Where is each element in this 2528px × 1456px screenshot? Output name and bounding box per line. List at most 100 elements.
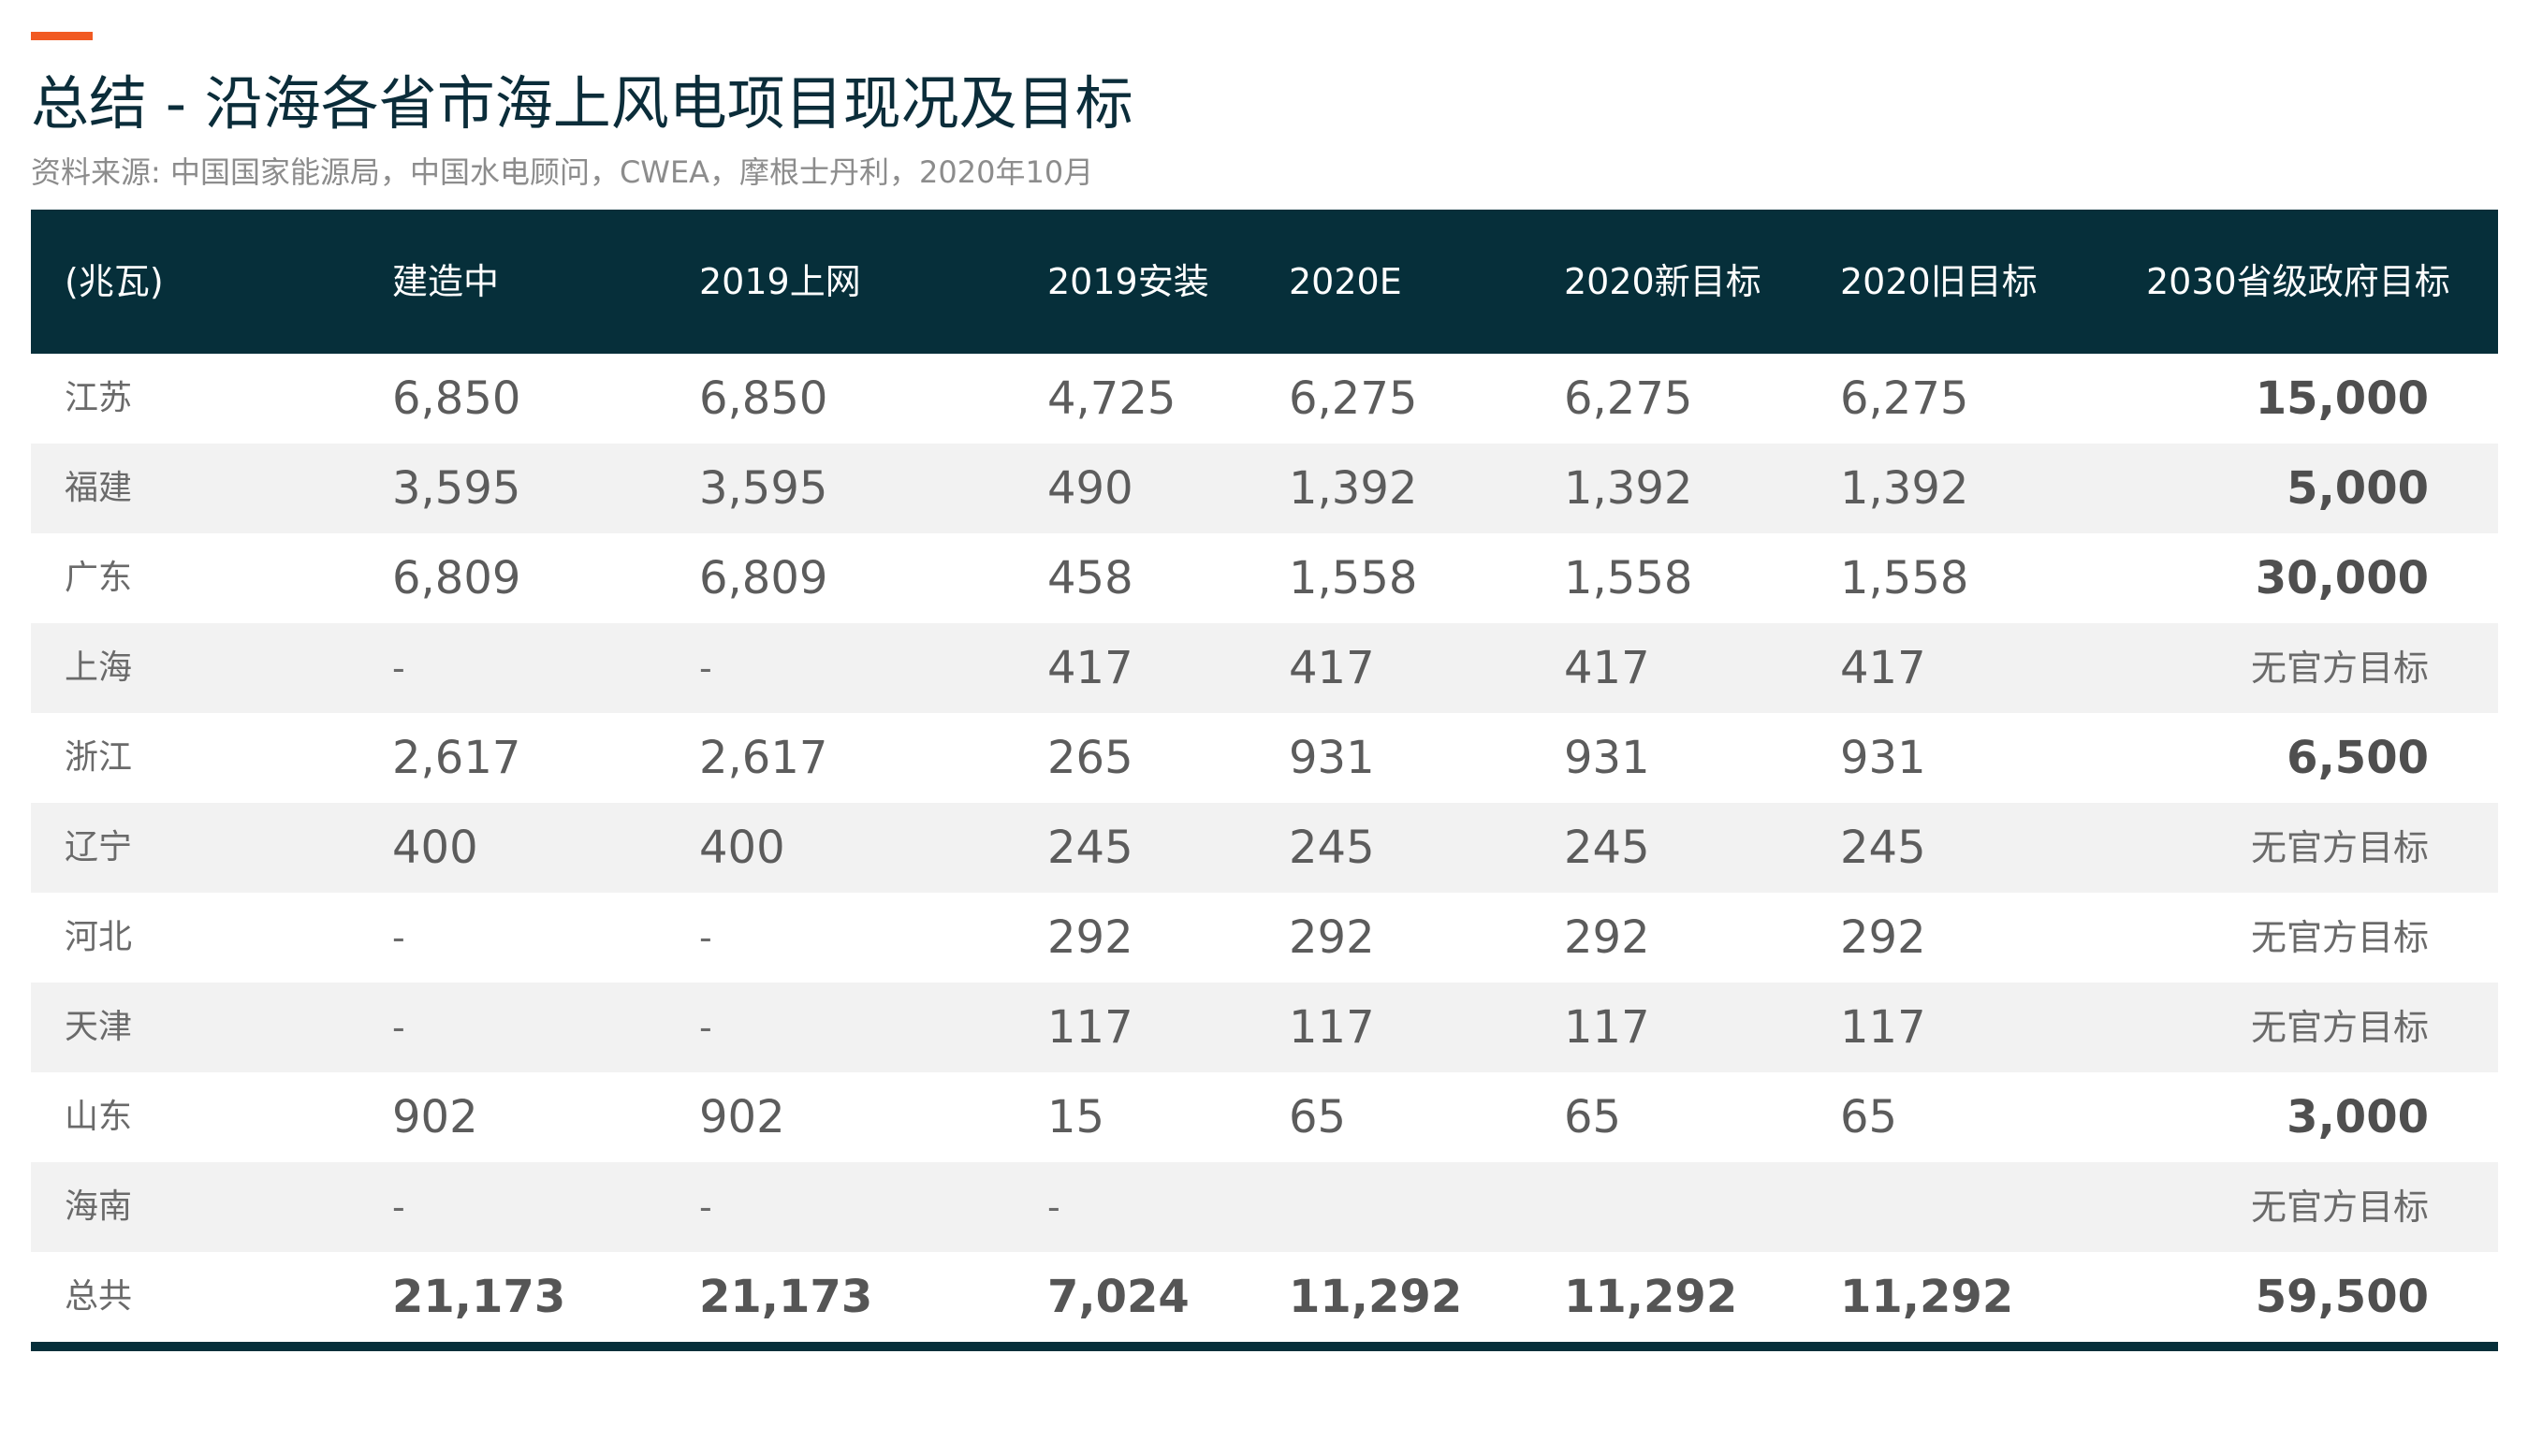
- value-cell: 6,850: [699, 372, 828, 425]
- value-cell: 265: [1047, 732, 1133, 784]
- value-cell: 117: [1840, 1001, 1926, 1054]
- target-2030-cell: 6,500: [2287, 732, 2429, 784]
- value-cell: 245: [1047, 822, 1133, 874]
- value-cell: 458: [1047, 552, 1133, 604]
- value-cell: 6,275: [1840, 372, 1969, 425]
- value-cell: 6,809: [392, 552, 521, 604]
- value-cell: 292: [1840, 911, 1926, 964]
- target-2030-cell: 15,000: [2255, 372, 2429, 425]
- value-cell: 1,558: [1289, 552, 1418, 604]
- value-cell: -: [699, 1007, 712, 1048]
- page-title: 总结 - 沿海各省市海上风电项目现况及目标: [31, 69, 1133, 138]
- value-cell: -: [699, 1187, 712, 1228]
- value-cell: 417: [1564, 642, 1650, 694]
- value-cell: 65: [1289, 1091, 1347, 1143]
- value-cell: 65: [1840, 1091, 1898, 1143]
- value-cell: 6,275: [1289, 372, 1418, 425]
- offshore-wind-table: (兆瓦) 建造中 2019上网 2019安装 2020E 2020新目标 202…: [31, 210, 2498, 1351]
- value-cell: 11,292: [1564, 1271, 1738, 1323]
- value-cell: -: [392, 648, 405, 689]
- header-unit: (兆瓦): [65, 261, 164, 302]
- value-cell: -: [699, 917, 712, 958]
- header-2020e: 2020E: [1289, 261, 1402, 302]
- value-cell: 117: [1289, 1001, 1375, 1054]
- value-cell: 1,392: [1289, 462, 1418, 515]
- value-cell: 417: [1840, 642, 1926, 694]
- header-2020-old-target: 2020旧目标: [1840, 261, 2038, 302]
- table-row: 辽宁 400 400 245 245 245 245 无官方目标: [31, 803, 2498, 893]
- value-cell: 1,392: [1564, 462, 1693, 515]
- header-2030-target: 2030省级政府目标: [2146, 261, 2450, 302]
- province-name: 江苏: [65, 379, 133, 417]
- table-row: 广东 6,809 6,809 458 1,558 1,558 1,558 30,000: [31, 533, 2498, 623]
- province-name: 山东: [65, 1098, 133, 1136]
- target-2030-cell: 无官方目标: [2250, 1007, 2429, 1048]
- value-cell: 2,617: [699, 732, 828, 784]
- table-row: 上海 - - 417 417 417 417 无官方目标: [31, 623, 2498, 713]
- value-cell: 6,275: [1564, 372, 1693, 425]
- value-cell: 15: [1047, 1091, 1105, 1143]
- table-body: 江苏 6,850 6,850 4,725 6,275 6,275 6,275 15,000 福建…: [31, 354, 2498, 1342]
- table-row: 浙江 2,617 2,617 265 931 931 931 6,500: [31, 713, 2498, 803]
- value-cell: 490: [1047, 462, 1133, 515]
- value-cell: 292: [1289, 911, 1375, 964]
- table-row: 山东 902 902 15 65 65 65 3,000: [31, 1072, 2498, 1162]
- province-name: 福建: [65, 469, 133, 507]
- value-cell: -: [1047, 1187, 1060, 1228]
- value-cell: -: [699, 648, 712, 689]
- table-row: 福建 3,595 3,595 490 1,392 1,392 1,392 5,000: [31, 444, 2498, 533]
- header-2019-installed: 2019安装: [1047, 261, 1209, 302]
- value-cell: 417: [1289, 642, 1375, 694]
- value-cell: 11,292: [1289, 1271, 1463, 1323]
- province-name: 海南: [65, 1187, 133, 1226]
- province-name: 广东: [65, 559, 133, 597]
- value-cell: 117: [1564, 1001, 1650, 1054]
- value-cell: 7,024: [1047, 1271, 1190, 1323]
- target-2030-cell: 59,500: [2255, 1271, 2429, 1323]
- value-cell: 1,558: [1840, 552, 1969, 604]
- value-cell: -: [392, 1007, 405, 1048]
- value-cell: -: [392, 917, 405, 958]
- value-cell: 931: [1840, 732, 1926, 784]
- province-name: 天津: [65, 1008, 133, 1046]
- value-cell: 902: [699, 1091, 785, 1143]
- value-cell: 6,850: [392, 372, 521, 425]
- province-name: 辽宁: [65, 828, 133, 866]
- header-2020-new-target: 2020新目标: [1564, 261, 1761, 302]
- target-2030-cell: 5,000: [2287, 462, 2429, 515]
- value-cell: 400: [699, 822, 785, 874]
- value-cell: 417: [1047, 642, 1133, 694]
- table-row: 江苏 6,850 6,850 4,725 6,275 6,275 6,275 15,000: [31, 354, 2498, 444]
- accent-bar: [31, 32, 93, 40]
- target-2030-cell: 无官方目标: [2250, 827, 2429, 868]
- table-total-row: 总共 21,173 21,173 7,024 11,292 11,292 11,292 59,…: [31, 1252, 2498, 1342]
- target-2030-cell: 无官方目标: [2250, 1187, 2429, 1228]
- value-cell: 6,809: [699, 552, 828, 604]
- value-cell: 3,595: [392, 462, 521, 515]
- value-cell: 902: [392, 1091, 478, 1143]
- value-cell: 245: [1289, 822, 1375, 874]
- table-row: 海南 - - - 无官方目标: [31, 1162, 2498, 1252]
- value-cell: 1,392: [1840, 462, 1969, 515]
- value-cell: 400: [392, 822, 478, 874]
- value-cell: 245: [1564, 822, 1650, 874]
- table-row: 天津 - - 117 117 117 117 无官方目标: [31, 983, 2498, 1072]
- value-cell: 21,173: [699, 1271, 873, 1323]
- province-name: 河北: [65, 918, 133, 956]
- value-cell: 65: [1564, 1091, 1622, 1143]
- target-2030-cell: 30,000: [2255, 552, 2429, 604]
- value-cell: 931: [1564, 732, 1650, 784]
- value-cell: 3,595: [699, 462, 828, 515]
- value-cell: 931: [1289, 732, 1375, 784]
- value-cell: 245: [1840, 822, 1926, 874]
- province-name: 上海: [65, 648, 133, 687]
- value-cell: 292: [1564, 911, 1650, 964]
- header-under-construction: 建造中: [392, 261, 500, 302]
- value-cell: 2,617: [392, 732, 521, 784]
- total-label: 总共: [65, 1277, 133, 1316]
- province-name: 浙江: [65, 738, 133, 777]
- value-cell: 1,558: [1564, 552, 1693, 604]
- source-note: 资料来源: 中国国家能源局，中国水电顾问，CWEA，摩根士丹利，2020年10月: [31, 154, 1094, 190]
- header-2019-grid: 2019上网: [699, 261, 861, 302]
- value-cell: 21,173: [392, 1271, 566, 1323]
